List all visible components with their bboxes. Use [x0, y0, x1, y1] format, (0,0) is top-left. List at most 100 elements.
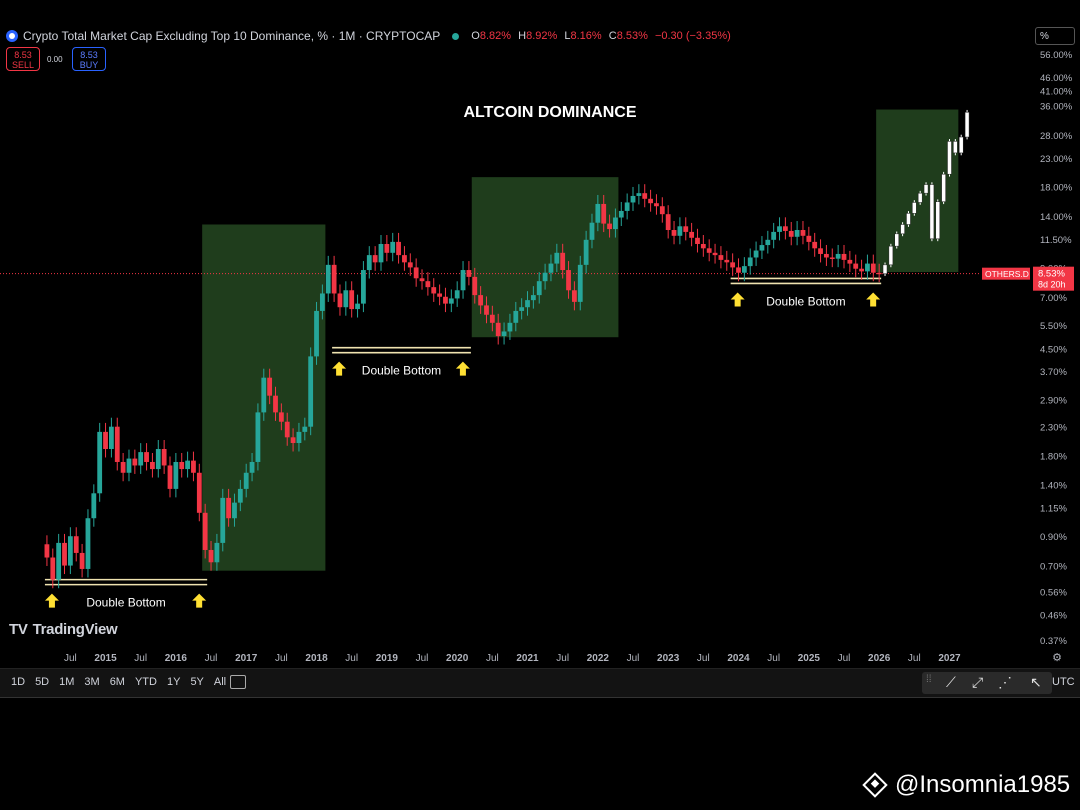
candle [747, 257, 753, 267]
candle [67, 536, 73, 566]
candle [489, 314, 495, 323]
calendar-icon[interactable] [230, 675, 246, 689]
candle [103, 431, 108, 449]
candle [296, 431, 302, 444]
candle [132, 458, 138, 466]
range-selector: 1D 5D 1M 3M 6M YTD 1Y 5Y All [11, 676, 236, 688]
ray-icon[interactable]: ⤢ [972, 674, 984, 690]
range-button-1d[interactable]: 1D [11, 676, 26, 688]
sell-button[interactable]: 8.53 SELL [6, 47, 40, 71]
up-arrow-icon [332, 361, 347, 376]
symbol-tag [982, 267, 1030, 280]
y-tick-label: 2.90% [1040, 396, 1067, 407]
rally-box-3 [876, 109, 959, 273]
x-tick-label: Jul [486, 653, 499, 664]
brand-text: TradingView [32, 621, 118, 638]
candle [173, 461, 179, 489]
candle [818, 248, 823, 254]
candle [613, 217, 618, 230]
candle [566, 270, 571, 291]
range-button-6m[interactable]: 6M [109, 676, 125, 688]
candle [325, 264, 331, 294]
buy-button[interactable]: 8.53 BUY [72, 47, 106, 71]
candle [191, 460, 196, 473]
x-tick-label: 2021 [516, 653, 539, 664]
open-label: O [471, 30, 480, 42]
symbol-title[interactable]: Crypto Total Market Cap Excluding Top 10… [23, 29, 441, 43]
y-tick-label: 2.30% [1040, 423, 1067, 434]
candle [595, 203, 601, 223]
trend-line-icon[interactable]: ⟋ [946, 674, 956, 690]
x-tick-label: 2023 [657, 653, 680, 664]
candle [161, 448, 167, 466]
close-value: 8.53% [616, 30, 648, 42]
candle [437, 293, 443, 297]
candle [255, 412, 261, 462]
candle [788, 230, 794, 237]
x-tick-label: Jul [908, 653, 921, 664]
cursor-icon[interactable]: ↖ [1030, 674, 1042, 690]
candle [683, 226, 689, 232]
x-tick-label: Jul [64, 653, 77, 664]
y-tick-label: 1.15% [1040, 504, 1067, 515]
candle [314, 310, 319, 357]
candle [331, 264, 337, 294]
candle [525, 300, 530, 308]
candle [208, 549, 214, 563]
candle [419, 278, 425, 282]
settings-gear-icon[interactable]: ⚙ [1052, 652, 1062, 664]
candle [290, 437, 296, 444]
candle [812, 241, 818, 249]
candle [454, 290, 460, 299]
candle [513, 310, 519, 323]
candle [542, 272, 548, 282]
range-button-ytd[interactable]: YTD [134, 676, 157, 688]
timezone-label[interactable]: UTC [1052, 676, 1075, 688]
y-tick-label: 11.50% [1040, 235, 1072, 246]
high-value: 8.92% [526, 30, 558, 42]
range-button-1y[interactable]: 1Y [166, 676, 181, 688]
candle [759, 245, 765, 251]
candle [706, 248, 712, 253]
range-button-5y[interactable]: 5Y [190, 676, 204, 688]
range-button-3m[interactable]: 3M [84, 676, 100, 688]
y-tick-label: 18.00% [1040, 183, 1073, 194]
range-button-1m[interactable]: 1M [59, 676, 75, 688]
candle [108, 426, 114, 449]
candle [800, 230, 806, 236]
candle [343, 290, 349, 308]
y-tick-label: 14.00% [1040, 212, 1073, 223]
range-button-5d[interactable]: 5D [35, 676, 50, 688]
candle [824, 253, 829, 258]
sell-price: 8.53 [14, 50, 32, 60]
y-tick-label: 23.00% [1040, 154, 1073, 165]
drag-handle-icon[interactable]: ⁞⁞ [926, 674, 932, 685]
up-arrow-icon [44, 593, 59, 608]
candle [654, 203, 659, 207]
binance-logo-icon [862, 772, 888, 798]
candle [501, 331, 507, 337]
y-tick-label: 0.56% [1040, 588, 1067, 599]
candle [355, 303, 360, 310]
low-label: L [564, 30, 571, 42]
candle [560, 252, 566, 271]
projection-candle [912, 202, 917, 214]
drawing-tools: ⁞⁞ ⟋ ⤢ ⋰ ↖ [922, 672, 1052, 694]
up-arrow-icon [730, 292, 745, 307]
candle [700, 243, 706, 249]
candle [618, 210, 624, 218]
low-value: 8.16% [570, 30, 602, 42]
candle [859, 268, 864, 272]
candle [695, 237, 700, 244]
candle [372, 255, 378, 263]
candle [214, 542, 220, 563]
candle [853, 263, 859, 269]
candle [484, 305, 489, 315]
pattern-icon[interactable]: ⋰ [998, 674, 1012, 690]
percent-scale-button[interactable]: % [1035, 27, 1075, 45]
candle [202, 512, 208, 550]
range-button-all[interactable]: All [213, 676, 227, 688]
price-tag [1033, 266, 1074, 291]
